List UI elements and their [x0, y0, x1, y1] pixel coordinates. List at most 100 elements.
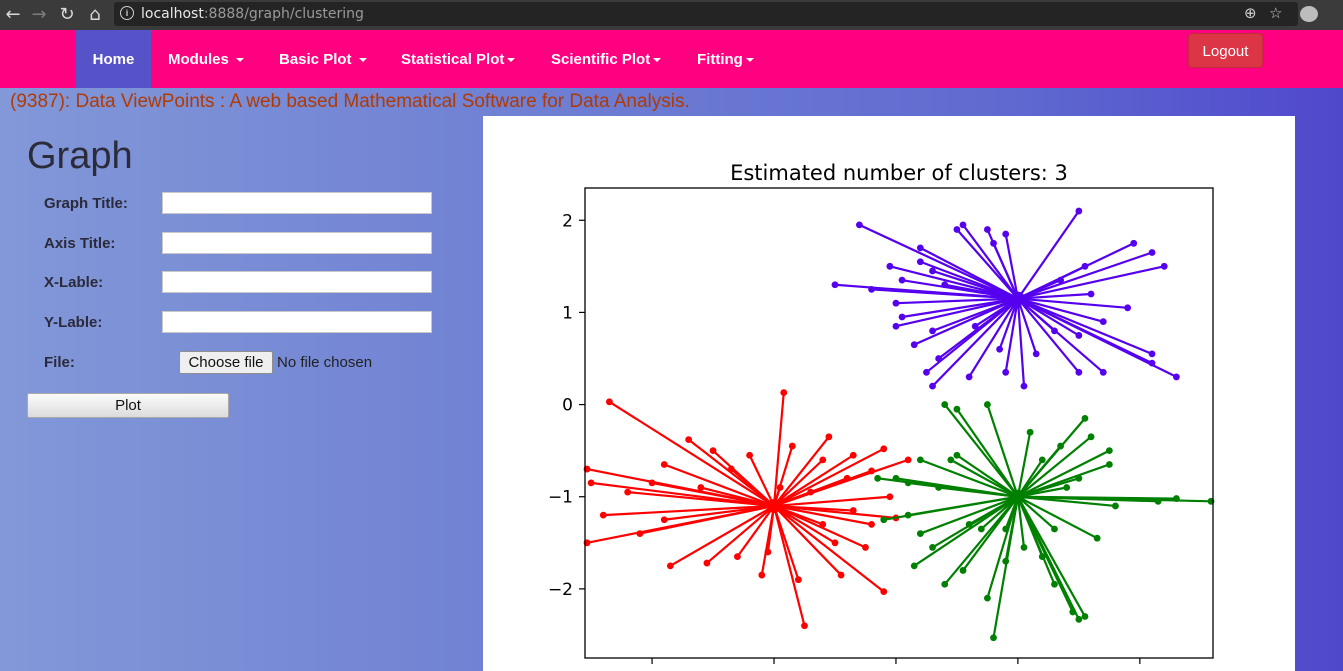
data-point: [1075, 368, 1083, 376]
cluster-line: [919, 458, 1019, 498]
data-point: [1002, 368, 1010, 376]
data-point: [929, 544, 936, 551]
data-point: [849, 451, 857, 459]
cluster-line: [913, 495, 1019, 567]
cluster-line: [772, 505, 806, 627]
cluster-line: [773, 504, 854, 512]
url-host: localhost: [141, 6, 204, 22]
data-point: [727, 465, 735, 473]
cluster-line: [1017, 292, 1092, 300]
data-point: [1081, 414, 1089, 422]
cluster-line: [1017, 486, 1067, 498]
axis-title-label: Axis Title:: [44, 235, 116, 252]
bookmark-star-icon[interactable]: ☆: [1269, 4, 1283, 22]
home-icon[interactable]: ⌂: [89, 4, 101, 25]
back-arrow-icon[interactable]: ←: [5, 4, 21, 25]
data-point: [935, 355, 943, 362]
data-point: [965, 520, 973, 528]
cluster-line: [943, 403, 1019, 498]
data-point: [788, 442, 796, 450]
data-point: [898, 313, 906, 321]
reload-icon[interactable]: ↻: [59, 4, 75, 25]
data-point: [1105, 461, 1113, 468]
cluster-center: [1010, 291, 1025, 306]
zoom-icon[interactable]: ⊕: [1244, 4, 1257, 22]
cluster-line: [1016, 496, 1026, 548]
choose-file-button[interactable]: Choose file: [179, 351, 273, 374]
cluster-line: [858, 223, 1019, 300]
extension-icon[interactable]: [1300, 6, 1318, 22]
data-point: [764, 548, 772, 556]
cluster-line: [931, 297, 1019, 387]
cluster-line: [651, 481, 775, 508]
cluster-line: [1017, 265, 1165, 300]
data-point: [984, 594, 991, 602]
cluster-line: [1016, 298, 1038, 355]
data-point: [780, 389, 788, 396]
cluster-line: [706, 505, 775, 564]
nav-modules[interactable]: Modules: [168, 30, 245, 88]
cluster-line: [773, 477, 848, 507]
address-bar[interactable]: i localhost:8888/graph/clustering ⊕ ☆: [114, 2, 1298, 26]
graph-title-input[interactable]: [162, 192, 432, 214]
cluster-center: [767, 498, 782, 513]
cluster-line: [639, 504, 775, 535]
cluster-line: [773, 505, 842, 576]
cluster-line: [1004, 298, 1019, 373]
logout-button[interactable]: Logout: [1188, 33, 1263, 68]
data-point: [1057, 442, 1064, 450]
x-label-input[interactable]: [162, 271, 432, 293]
nav-statistical-plot[interactable]: Statistical Plot: [401, 30, 516, 88]
y-tick-label: 1: [562, 303, 573, 323]
chevron-down-icon: [653, 58, 662, 63]
cluster-line: [1017, 477, 1080, 498]
data-point: [904, 456, 912, 464]
data-point: [1105, 447, 1113, 455]
cluster-line: [1016, 496, 1086, 618]
cluster-line: [980, 495, 1019, 530]
cluster-line: [1017, 495, 1098, 540]
data-point: [910, 341, 918, 349]
cluster-line: [1017, 435, 1092, 498]
cluster-line: [773, 505, 885, 593]
nav-home[interactable]: Home: [76, 30, 151, 88]
data-point: [990, 634, 997, 642]
cluster-line: [877, 477, 1019, 498]
cluster-line: [1016, 210, 1080, 300]
cluster-line: [773, 459, 824, 507]
data-point: [831, 539, 839, 547]
cluster-line: [932, 297, 1019, 332]
nav-scientific-plot[interactable]: Scientific Plot: [551, 30, 662, 88]
data-point: [996, 345, 1004, 353]
data-point: [916, 244, 924, 252]
axis-title-input[interactable]: [162, 232, 432, 254]
cluster-line: [974, 297, 1019, 328]
nav-fitting[interactable]: Fitting: [697, 30, 754, 88]
cluster-line: [730, 468, 775, 507]
data-point: [892, 322, 900, 330]
chart-title: Estimated number of clusters: 3: [730, 161, 1068, 185]
forward-arrow-icon[interactable]: →: [31, 4, 47, 25]
y-tick-label: −1: [548, 488, 573, 508]
cluster-line: [919, 246, 1019, 300]
cluster-line: [956, 454, 1019, 498]
data-point: [843, 474, 851, 482]
data-point: [916, 258, 924, 266]
data-point: [758, 571, 766, 579]
plot-button[interactable]: Plot: [27, 393, 229, 418]
cluster-line: [772, 392, 785, 507]
data-point: [1148, 249, 1156, 256]
chevron-down-icon: [507, 58, 516, 63]
browser-toolbar: ← → ↻ ⌂ i localhost:8888/graph/clusterin…: [0, 0, 1343, 30]
cluster-line: [1017, 297, 1177, 378]
data-point: [1075, 207, 1083, 215]
cluster-line: [773, 504, 836, 544]
y-label-input[interactable]: [162, 311, 432, 333]
cluster-line: [748, 454, 776, 507]
info-icon[interactable]: i: [120, 6, 134, 20]
data-point: [886, 493, 894, 501]
data-point: [959, 221, 967, 229]
data-point: [880, 588, 888, 596]
data-point: [984, 226, 991, 233]
nav-basic-plot[interactable]: Basic Plot: [279, 30, 367, 88]
